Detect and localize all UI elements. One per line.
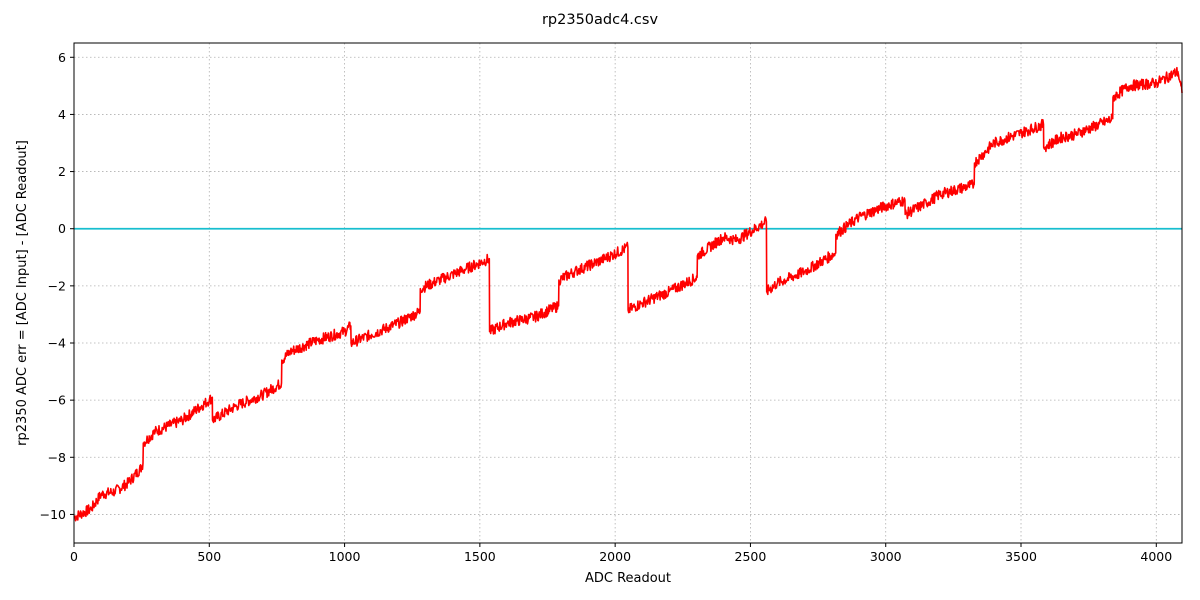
x-tick-label: 0 <box>70 549 78 564</box>
y-tick-label: −4 <box>48 336 66 351</box>
x-axis-label: ADC Readout <box>585 571 671 586</box>
y-tick-label: 4 <box>58 107 66 122</box>
x-axis: 0 500 1000 1500 2000 2500 3000 3500 4000 <box>70 543 1172 564</box>
y-tick-label: −8 <box>48 450 66 465</box>
y-tick-label: 6 <box>58 50 66 65</box>
x-tick-label: 3000 <box>870 549 902 564</box>
y-tick-label: −6 <box>48 393 66 408</box>
y-axis-label: rp2350 ADC err = [ADC Input] - [ADC Read… <box>15 140 30 446</box>
chart-title: rp2350adc4.csv <box>542 12 658 28</box>
y-axis: −10 −8 −6 −4 −2 0 2 4 6 <box>40 50 74 522</box>
y-tick-label: −2 <box>48 278 66 293</box>
x-tick-label: 2500 <box>735 549 767 564</box>
x-tick-label: 500 <box>197 549 221 564</box>
plot-frame <box>73 42 1183 544</box>
x-tick-label: 1000 <box>329 549 361 564</box>
adc-error-line <box>73 66 1183 522</box>
y-tick-label: 2 <box>58 164 66 179</box>
x-tick-label: 4000 <box>1140 549 1172 564</box>
y-tick-label: −10 <box>40 507 66 522</box>
series-layer <box>73 66 1183 522</box>
x-tick-label: 3500 <box>1005 549 1037 564</box>
y-tick-label: 0 <box>58 221 66 236</box>
x-tick-label: 2000 <box>599 549 631 564</box>
x-tick-label: 1500 <box>464 549 496 564</box>
